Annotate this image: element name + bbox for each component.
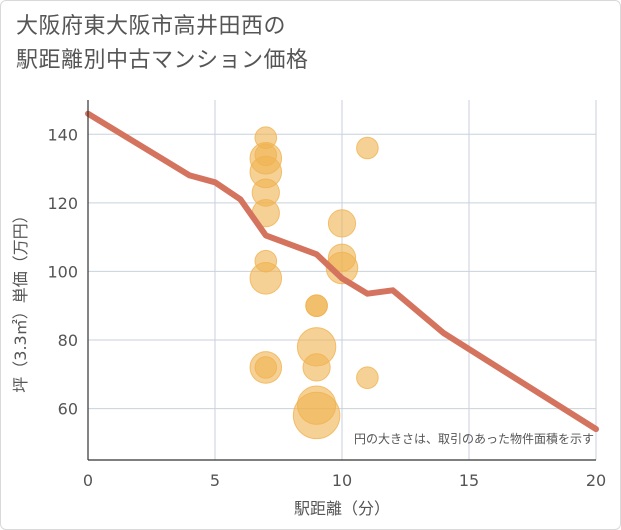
y-tick-label: 120 bbox=[47, 194, 78, 213]
average-price-line bbox=[85, 110, 599, 433]
bubble-point bbox=[305, 294, 328, 318]
bubble-point bbox=[356, 136, 379, 160]
bubble-series bbox=[249, 126, 379, 440]
bubble-point bbox=[325, 251, 359, 285]
axes bbox=[87, 100, 596, 461]
bubble-point bbox=[254, 356, 278, 379]
chart-title-line-2: 駅距離別中古マンション価格 bbox=[16, 48, 309, 73]
x-tick-label: 20 bbox=[586, 471, 606, 490]
y-tick-label: 80 bbox=[58, 331, 78, 350]
y-tick-label: 140 bbox=[47, 125, 78, 144]
x-tick-label: 5 bbox=[210, 471, 220, 490]
x-tick-label: 0 bbox=[83, 471, 93, 490]
y-axis-label: 坪（3.3㎡）単価（万円） bbox=[11, 207, 30, 392]
bubble-point bbox=[292, 391, 341, 440]
chart-title: 大阪府東大阪市高井田西の 駅距離別中古マンション価格 bbox=[16, 10, 309, 78]
bubble-point bbox=[327, 209, 357, 238]
bubble-point bbox=[356, 366, 379, 390]
bubble-point bbox=[302, 353, 331, 382]
tick-labels: 0 5 10 15 20 60 80 100 120 140 bbox=[47, 125, 606, 490]
x-tick-label: 15 bbox=[459, 471, 479, 490]
y-tick-label: 60 bbox=[58, 400, 78, 419]
size-annotation: 円の大きさは、取引のあった物件面積を示す bbox=[354, 431, 594, 446]
x-axis-label: 駅距離（分） bbox=[294, 499, 390, 518]
chart-title-line-1: 大阪府東大阪市高井田西の bbox=[16, 14, 287, 39]
y-tick-label: 100 bbox=[47, 262, 78, 281]
grid-lines bbox=[88, 100, 597, 460]
bubble-point bbox=[249, 262, 283, 295]
x-tick-label: 10 bbox=[332, 471, 352, 490]
